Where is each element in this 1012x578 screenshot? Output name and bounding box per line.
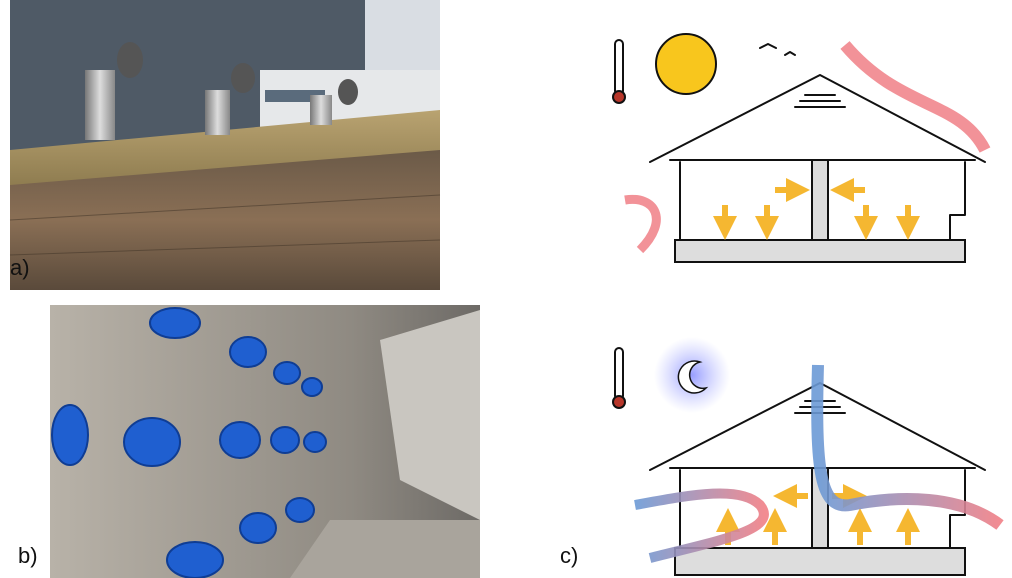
panel-label: a) xyxy=(10,255,30,280)
panel-label: c) xyxy=(560,543,578,568)
photo-b xyxy=(50,305,480,578)
photo-a xyxy=(10,0,440,290)
diagram-night xyxy=(613,337,1000,575)
page: a) b) xyxy=(0,0,1012,578)
figure: a) b) xyxy=(0,0,1012,578)
diagram-day xyxy=(613,34,985,262)
panel-label: b) xyxy=(18,543,38,568)
